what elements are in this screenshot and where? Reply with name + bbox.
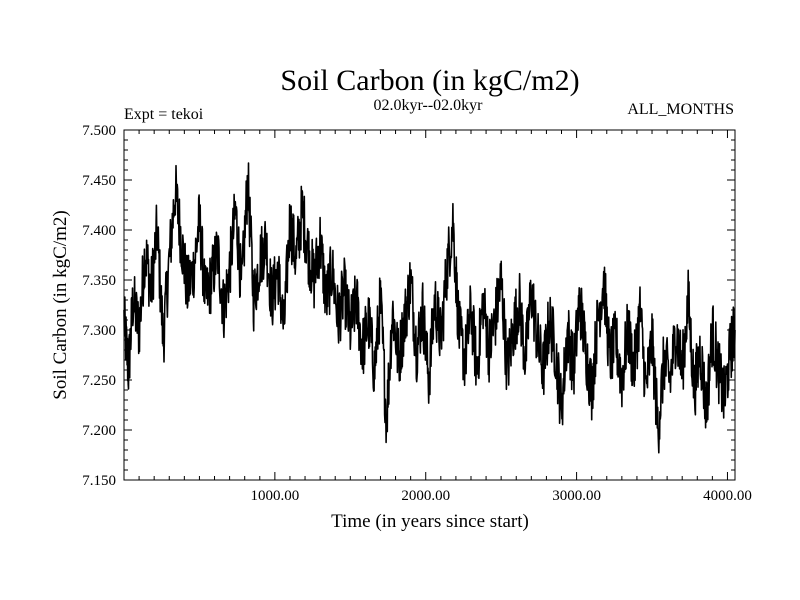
- chart-subtitle: 02.0kyr--02.0kyr: [374, 97, 484, 114]
- x-tick-label: 2000.00: [401, 488, 450, 504]
- experiment-label: Expt = tekoi: [124, 106, 204, 123]
- series-layer: [123, 162, 736, 454]
- chart-title: Soil Carbon (in kgC/m2): [280, 64, 579, 97]
- plot-frame: [123, 129, 736, 481]
- x-tick-label: 1000.00: [250, 488, 299, 504]
- y-tick-label: 7.250: [82, 373, 116, 389]
- y-tick-label: 7.150: [82, 473, 116, 489]
- x-tick-label: 3000.00: [552, 488, 601, 504]
- months-label: ALL_MONTHS: [627, 101, 734, 118]
- y-axis-label: Soil Carbon (in kgC/m2): [50, 210, 71, 399]
- x-axis-label: Time (in years since start): [331, 511, 529, 532]
- y-tick-label: 7.400: [82, 223, 116, 239]
- y-tick-label: 7.500: [82, 123, 116, 139]
- x-tick-label: 4000.00: [703, 488, 752, 504]
- y-tick-label: 7.350: [82, 273, 116, 289]
- y-tick-label: 7.450: [82, 173, 116, 189]
- soil-carbon-series-line: [123, 162, 736, 454]
- axis-tick-labels: 7.150 7.200 7.250 7.300 7.350 7.400 7.450 7.500…: [82, 123, 752, 504]
- y-tick-label: 7.300: [82, 323, 116, 339]
- y-tick-label: 7.200: [82, 423, 116, 439]
